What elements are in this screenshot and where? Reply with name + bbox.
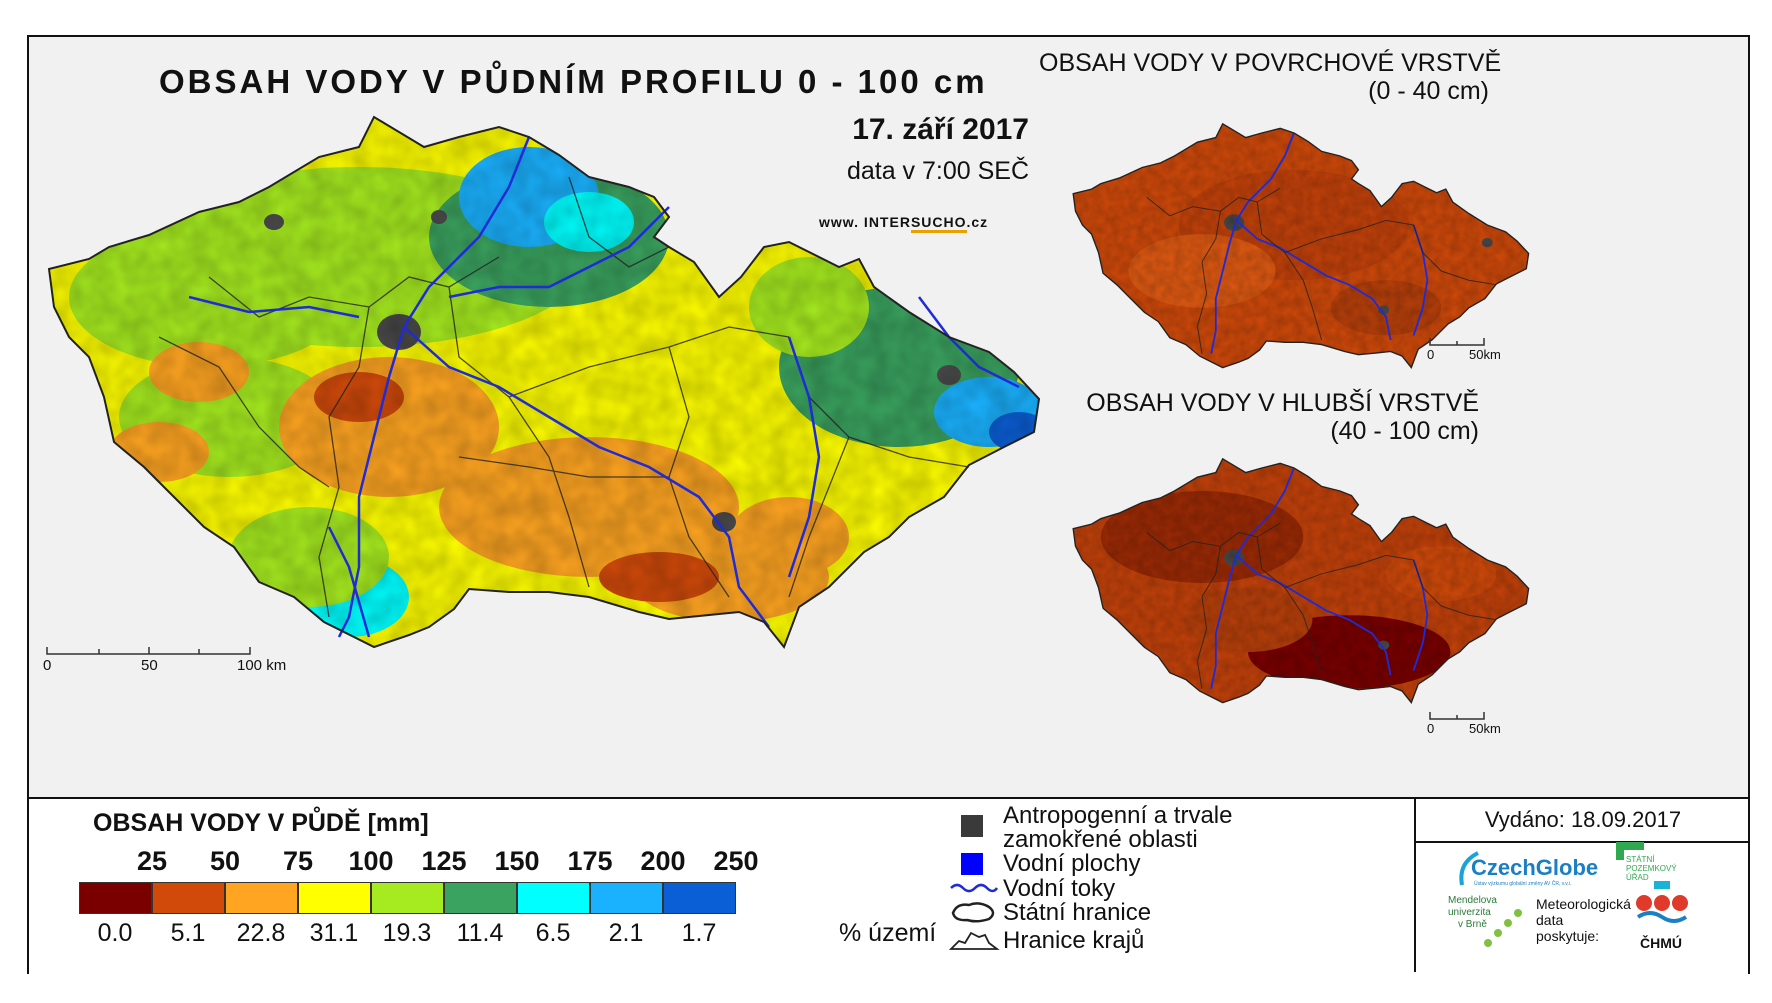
legend-percent: 1.7 (681, 919, 717, 947)
legend-title: OBSAH VODY V PŮDĚ [mm] (93, 809, 429, 837)
legend-threshold: 100 (348, 846, 394, 876)
legend-percent: 11.4 (456, 919, 504, 947)
rivers-symbol-icon (950, 883, 999, 893)
surface-map-title-line1: OBSAH VODY V POVRCHOVÉ VRSTVĚ (1039, 49, 1502, 77)
mendel-dots-icon (1484, 909, 1522, 947)
website-suffix: .cz (966, 214, 989, 230)
legend-threshold: 250 (713, 846, 759, 876)
time-title: data v 7:00 SEČ (846, 157, 1029, 185)
main-scale-label-0: 0 (43, 657, 52, 674)
map-area: OBSAH VODY V PŮDNÍM PROFILU 0 - 100 cm 1… (29, 37, 1748, 797)
legend-swatch (371, 882, 444, 914)
surface-map-title-line2: (0 - 40 cm) (1368, 77, 1489, 105)
main-soil-moisture-map (46, 116, 1040, 655)
meteo-line3: poskytuje: (1536, 928, 1600, 944)
website-link[interactable]: www. INTERSUCHO.cz (819, 214, 989, 233)
spu-bar-icon (1616, 842, 1644, 850)
legend-swatch (298, 882, 371, 914)
legend-swatch (79, 882, 152, 914)
legend-threshold: 50 (209, 846, 241, 876)
legend-swatch (152, 882, 225, 914)
legend-swatch (225, 882, 298, 914)
czechglobe-swoosh-icon (1459, 851, 1479, 886)
legend-percent: 2.1 (608, 919, 644, 947)
region-border-icon (948, 931, 1000, 950)
legend-percent: 19.3 (382, 919, 432, 947)
region-borders (158, 176, 970, 618)
legend-percent: 0.0 (97, 919, 133, 947)
chmu-name: ČHMÚ (1640, 935, 1682, 951)
issued-date: Vydáno: 18.09.2017 (1484, 807, 1682, 832)
state-border-label: Státní hranice (1003, 899, 1152, 926)
deep-map-title-line2: (40 - 100 cm) (1330, 417, 1479, 445)
deep-scale-bar (1429, 712, 1485, 720)
state-border-icon (951, 902, 995, 923)
meteo-line2: data (1536, 912, 1564, 928)
percent-unit: % území (839, 919, 937, 947)
mendel-line2: univerzita (1448, 907, 1491, 918)
deep-layer-map (1072, 458, 1530, 704)
legend-threshold: 75 (282, 846, 314, 876)
spu-line2: POZEMKOVÝ (1626, 864, 1677, 873)
rivers-label: Vodní toky (1003, 875, 1116, 902)
legend-percent: 31.1 (309, 919, 359, 947)
chmu-emblem-icon (1636, 881, 1688, 923)
czechglobe-name: CzechGlobe (1471, 855, 1599, 880)
main-scale-bar (46, 647, 251, 655)
legend-threshold: 25 (136, 846, 168, 876)
czechglobe-subtitle: Ústav výzkumu globální změny AV ČR, v.v.… (1474, 881, 1572, 887)
legend-area: OBSAH VODY V PŮDĚ [mm] 25 50 75 100 125 150 17… (29, 797, 1750, 974)
deep-map-title-line1: OBSAH VODY V HLUBŠÍ VRSTVĚ (1086, 389, 1479, 417)
map-frame: OBSAH VODY V PŮDNÍM PROFILU 0 - 100 cm 1… (27, 35, 1750, 974)
anthropogenic-label-line2: zamokřené oblasti (1003, 826, 1198, 853)
legend-threshold: 125 (421, 846, 467, 876)
legend-swatch (590, 882, 663, 914)
legend-percent: 22.8 (236, 919, 286, 947)
water-bodies-swatch (961, 853, 983, 875)
legend-swatch (444, 882, 517, 914)
meteo-line1: Meteorologická (1536, 896, 1631, 912)
legend-percent: 6.5 (535, 919, 571, 947)
rivers (188, 136, 1020, 638)
region-border-label: Hranice krajů (1003, 927, 1145, 954)
deep-scale-label-50: 50km (1469, 721, 1501, 736)
legend-threshold: 150 (494, 846, 540, 876)
website-strong: SUCHO (910, 214, 967, 233)
spu-line3: ÚŘAD (1626, 873, 1649, 882)
legend-threshold: 200 (640, 846, 686, 876)
legend-swatch (663, 882, 736, 914)
spu-line1: STÁTNÍ (1626, 855, 1655, 864)
legend-percent: 5.1 (170, 919, 206, 947)
surface-scale-bar (1429, 338, 1485, 346)
issued-panel: Vydáno: 18.09.2017 CzechGlobe Ústav výzk… (1414, 799, 1750, 972)
legend-swatch (517, 882, 590, 914)
main-scale-label-100: 100 km (237, 657, 287, 674)
anthropogenic-label-line1: Antropogenní a trvale (1003, 802, 1233, 829)
mendel-line1: Mendelova (1448, 895, 1497, 906)
surface-scale-label-50: 50km (1469, 347, 1501, 362)
surface-layer-map (1072, 123, 1530, 369)
legend-threshold: 175 (567, 846, 613, 876)
main-title: OBSAH VODY V PŮDNÍM PROFILU 0 - 100 cm (159, 63, 988, 100)
date-title: 17. září 2017 (852, 113, 1029, 146)
mendel-line3: v Brně (1458, 919, 1487, 930)
anthropogenic-swatch (961, 815, 983, 837)
main-scale-label-50: 50 (141, 657, 158, 674)
surface-scale-label-0: 0 (1427, 347, 1435, 362)
website-prefix: www. INTER (819, 214, 911, 230)
deep-scale-label-0: 0 (1427, 721, 1435, 736)
water-bodies-label: Vodní plochy (1003, 850, 1141, 877)
